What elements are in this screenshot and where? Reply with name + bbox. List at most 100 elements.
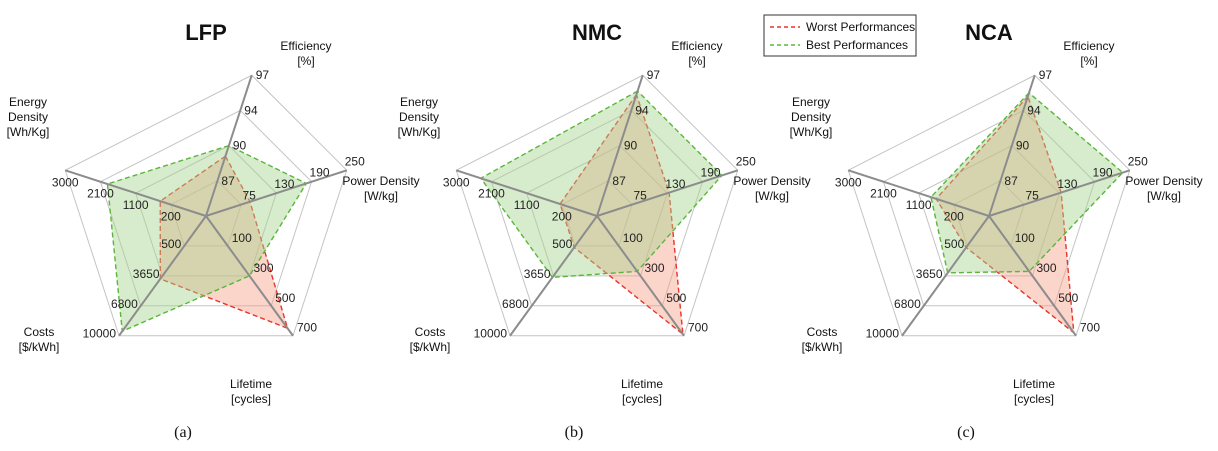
axis-label: Power Density (733, 174, 810, 188)
tick-label: 190 (701, 166, 721, 180)
tick-label: 2100 (478, 187, 505, 201)
tick-label: 500 (666, 291, 686, 305)
grid-ring (170, 180, 242, 247)
tick-label: 90 (624, 139, 638, 153)
grid-ring (99, 109, 313, 307)
axis-spoke (988, 215, 1077, 337)
axis-spoke (988, 74, 1036, 217)
axis-label: [cycles] (1014, 392, 1054, 406)
radar-charts: 87 90 94 97 200 1100 2100 3000 500 3650 6800 10000 1… (7, 20, 1203, 441)
axis-label: Energy (9, 95, 47, 109)
chart-title: NMC (572, 20, 622, 45)
tick-label: 3650 (524, 267, 551, 281)
tick-label: 97 (647, 68, 661, 82)
tick-label: 75 (243, 189, 257, 203)
tick-label: 97 (1039, 68, 1053, 82)
axis-label: [$/kWh] (410, 340, 451, 354)
tick-label: 190 (310, 166, 330, 180)
radar-chart-nmc: 87 90 94 97 200 1100 2100 3000 500 3650 6800 10000 1… (398, 20, 811, 441)
tick-label: 87 (1004, 174, 1018, 188)
axis-spoke (455, 169, 598, 217)
series-best-polygon (479, 90, 723, 279)
tick-label: 700 (688, 321, 708, 335)
axis-label: [%] (1080, 54, 1097, 68)
tick-label: 130 (274, 177, 294, 191)
tick-label: 700 (297, 321, 317, 335)
axis-label: [$/kWh] (19, 340, 60, 354)
series-worst-polygon (935, 95, 1075, 335)
axis-label: [%] (297, 54, 314, 68)
grid-ring (455, 74, 739, 337)
tick-label: 100 (1015, 231, 1035, 245)
axis-label: [Wh/Kg] (790, 125, 833, 139)
grid-ring (953, 180, 1025, 247)
grid-ring (882, 109, 1096, 307)
grid-ring (561, 180, 633, 247)
axis-spoke (596, 169, 739, 217)
axis-label: [cycles] (622, 392, 662, 406)
axis-label: Energy (400, 95, 438, 109)
axis-label: Density (791, 110, 831, 124)
tick-label: 3650 (133, 267, 160, 281)
axis-spoke (509, 215, 598, 337)
tick-label: 130 (1057, 177, 1077, 191)
axis-label: [W/kg] (1147, 189, 1181, 203)
axis-label: Lifetime (621, 377, 663, 391)
tick-label: 200 (944, 210, 964, 224)
tick-label: 500 (552, 237, 572, 251)
grid-ring (64, 74, 348, 337)
tick-label: 250 (345, 154, 365, 168)
grid-ring (918, 145, 1060, 277)
radar-chart-nca: 87 90 94 97 200 1100 2100 3000 500 3650 6800 10000 1… (790, 20, 1203, 441)
chart-caption: (a) (174, 424, 192, 441)
axis-label: [cycles] (231, 392, 271, 406)
tick-label: 3650 (916, 267, 943, 281)
axis-spoke (118, 215, 207, 337)
tick-label: 87 (612, 174, 626, 188)
axis-spoke (205, 215, 294, 337)
chart-title: LFP (185, 20, 227, 45)
tick-label: 130 (665, 177, 685, 191)
axis-label: [Wh/Kg] (7, 125, 50, 139)
tick-label: 200 (552, 210, 572, 224)
axis-label: Density (399, 110, 439, 124)
tick-label: 10000 (866, 327, 900, 341)
tick-label: 94 (244, 103, 258, 117)
tick-label: 190 (1093, 166, 1113, 180)
radar-chart-lfp: 87 90 94 97 200 1100 2100 3000 500 3650 6800 10000 1… (7, 20, 420, 441)
tick-label: 700 (1080, 321, 1100, 335)
legend-box (763, 14, 917, 57)
axis-label: Power Density (342, 174, 419, 188)
tick-label: 1100 (514, 198, 540, 212)
tick-label: 500 (275, 291, 295, 305)
tick-label: 97 (256, 68, 270, 82)
tick-label: 3000 (52, 175, 79, 189)
tick-label: 2100 (870, 187, 897, 201)
tick-label: 2100 (87, 187, 114, 201)
chart-caption: (c) (957, 424, 975, 441)
axis-spoke (988, 169, 1131, 217)
grid-ring (847, 74, 1131, 337)
axis-label: Energy (792, 95, 830, 109)
chart-caption: (b) (565, 424, 584, 441)
axis-spoke (596, 215, 685, 337)
tick-label: 100 (232, 231, 252, 245)
axis-label: [Wh/Kg] (398, 125, 441, 139)
axis-label: Efficiency (280, 39, 331, 53)
tick-label: 94 (1027, 103, 1041, 117)
tick-label: 1100 (123, 198, 149, 212)
tick-label: 100 (623, 231, 643, 245)
legend-best-label: Best Performances (806, 38, 908, 52)
axis-label: Density (8, 110, 48, 124)
axis-label: [$/kWh] (802, 340, 843, 354)
tick-label: 3000 (835, 175, 862, 189)
tick-label: 75 (634, 189, 648, 203)
tick-label: 90 (233, 139, 247, 153)
tick-label: 500 (1058, 291, 1078, 305)
tick-label: 94 (635, 103, 649, 117)
tick-label: 90 (1016, 139, 1030, 153)
tick-label: 6800 (111, 297, 138, 311)
tick-label: 3000 (443, 175, 470, 189)
axis-label: [W/kg] (364, 189, 398, 203)
grid-ring (526, 145, 668, 277)
